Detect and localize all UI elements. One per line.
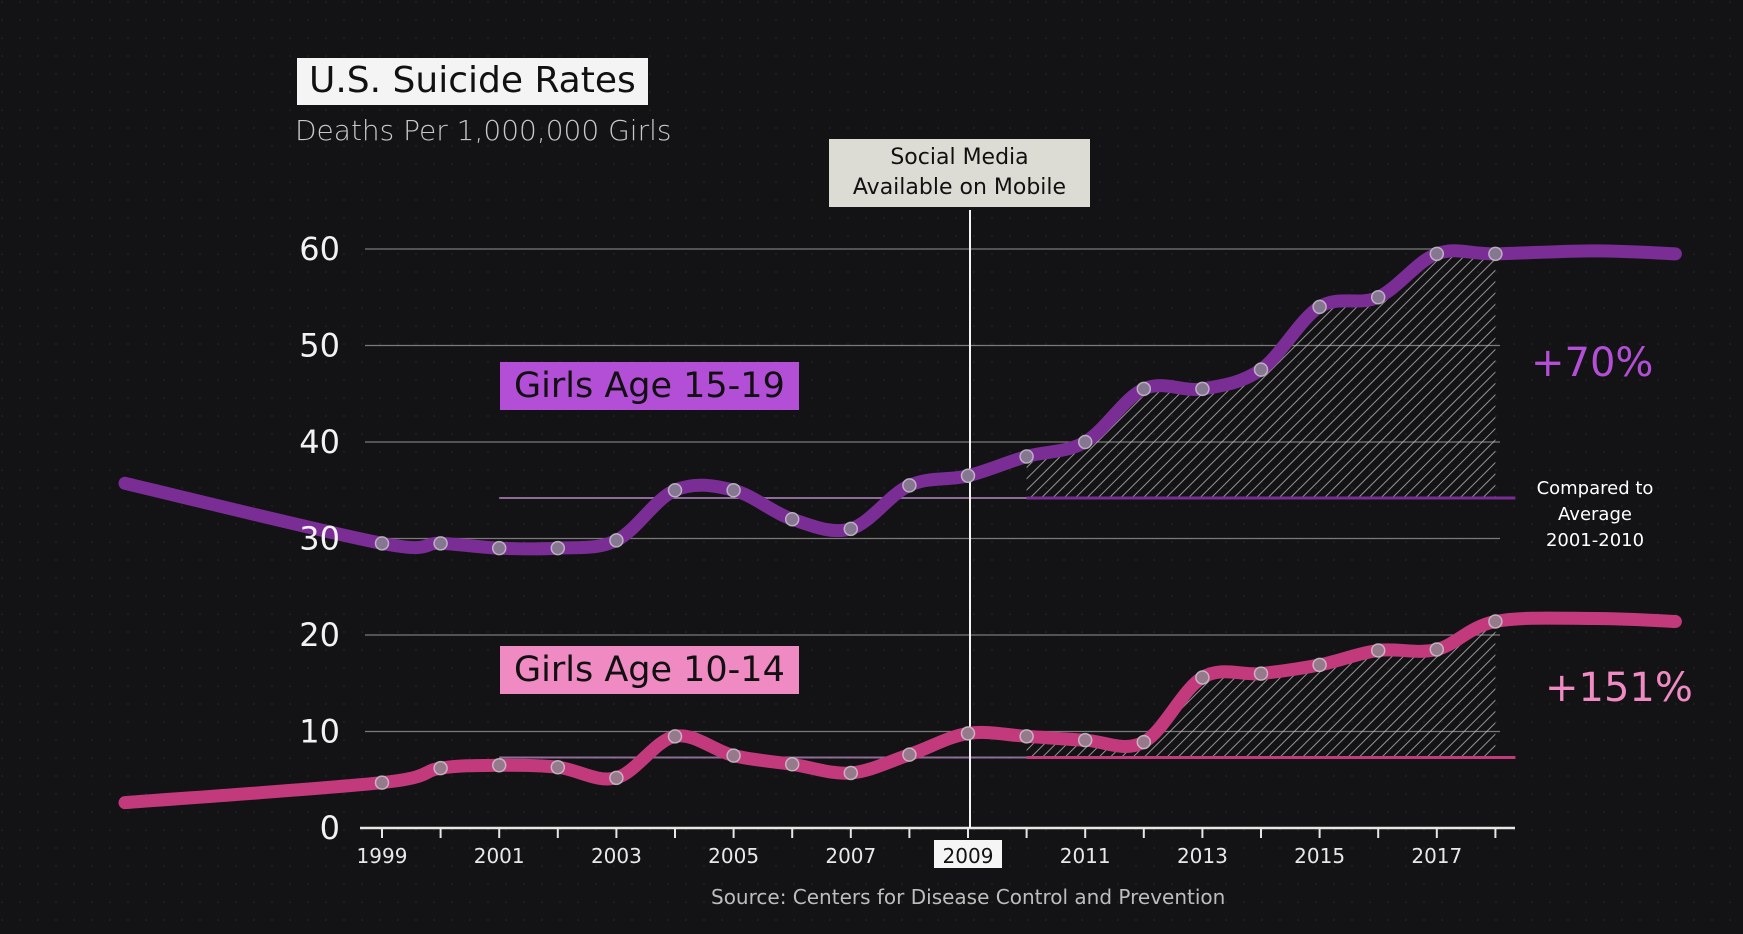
data-point <box>491 758 507 773</box>
y-tick-label-60: 60 <box>299 230 340 268</box>
y-tick-label-0: 0 <box>320 809 340 847</box>
data-point <box>960 468 976 484</box>
x-tick-labels: 1999 2001 2003 2005 2007 2009 2011 2013 2015 2017 <box>357 840 1462 868</box>
data-point <box>1195 381 1210 397</box>
change-label-15-19: +70% <box>1531 340 1654 386</box>
data-point <box>784 511 800 527</box>
data-point <box>1488 614 1503 629</box>
comparison-note-line-1: Compared to <box>1536 478 1654 499</box>
x-axis <box>360 210 1515 838</box>
event-annotation-line-2: Available on Mobile <box>852 175 1067 200</box>
data-point <box>1253 362 1269 377</box>
data-point <box>1312 657 1327 673</box>
data-point <box>433 760 448 776</box>
x-tick-label-2001: 2001 <box>474 844 525 868</box>
data-point <box>1195 670 1210 685</box>
data-point <box>1019 449 1034 464</box>
chart-title: U.S. Suicide Rates <box>297 58 648 105</box>
source-note: Source: Centers for Disease Control and … <box>711 885 1226 909</box>
data-point <box>1136 381 1152 397</box>
x-tick-label-2005: 2005 <box>708 844 759 868</box>
x-tick-label-2015: 2015 <box>1294 844 1345 868</box>
data-points <box>374 246 1503 790</box>
event-annotation: Social Media Available on Mobile <box>829 139 1090 207</box>
data-point <box>1077 434 1093 450</box>
data-point <box>1429 246 1445 262</box>
y-tick-label-10: 10 <box>299 713 340 751</box>
data-point <box>726 483 741 498</box>
data-point <box>1253 666 1269 681</box>
data-point <box>784 757 800 772</box>
x-tick-label-2017: 2017 <box>1411 844 1462 868</box>
data-point <box>1429 642 1445 657</box>
x-tick-highlight <box>934 840 1002 868</box>
data-point <box>550 759 566 775</box>
x-tick-label-2013: 2013 <box>1177 844 1228 868</box>
y-tick-label-20: 20 <box>299 616 340 654</box>
comparison-note-line-2: Average <box>1558 504 1632 525</box>
data-point <box>1136 734 1152 750</box>
grid-lines <box>365 248 1500 733</box>
data-point <box>726 748 741 763</box>
data-point <box>843 521 859 537</box>
series-label-15-19: Girls Age 15-19 <box>500 362 799 410</box>
comparison-note: Compared to Average 2001-2010 <box>1515 476 1675 554</box>
x-tick-label-2011: 2011 <box>1060 844 1111 868</box>
chart-subtitle: Deaths Per 1,000,000 Girls <box>295 114 672 147</box>
data-point <box>1077 732 1093 748</box>
data-point <box>433 536 448 551</box>
x-tick-label-2007: 2007 <box>825 844 876 868</box>
y-tick-labels: 0 10 20 30 40 50 60 <box>299 230 340 847</box>
y-tick-label-30: 30 <box>299 520 340 558</box>
data-point <box>550 540 566 556</box>
data-point <box>667 483 683 498</box>
data-point <box>609 533 624 548</box>
comparison-note-line-3: 2001-2010 <box>1545 530 1645 551</box>
x-tick-label-2009: 2009 <box>943 844 994 868</box>
data-point <box>1312 299 1327 315</box>
x-tick-label-1999: 1999 <box>357 844 408 868</box>
data-point <box>1488 246 1503 262</box>
x-tick-label-2003: 2003 <box>591 844 642 868</box>
data-point <box>960 726 976 741</box>
data-point <box>374 775 390 790</box>
y-tick-label-40: 40 <box>299 423 340 461</box>
data-point <box>902 478 917 493</box>
data-point <box>667 729 683 744</box>
data-point <box>843 765 859 781</box>
series-label-10-14: Girls Age 10-14 <box>500 646 799 694</box>
data-point <box>1370 643 1386 658</box>
data-point <box>902 747 917 762</box>
data-point <box>1370 290 1386 305</box>
event-annotation-line-1: Social Media <box>890 145 1029 170</box>
data-point <box>374 536 390 551</box>
y-tick-label-50: 50 <box>299 327 340 365</box>
data-point <box>491 540 507 556</box>
data-point <box>1019 729 1034 744</box>
change-label-10-14: +151% <box>1545 665 1693 711</box>
data-point <box>609 770 624 786</box>
